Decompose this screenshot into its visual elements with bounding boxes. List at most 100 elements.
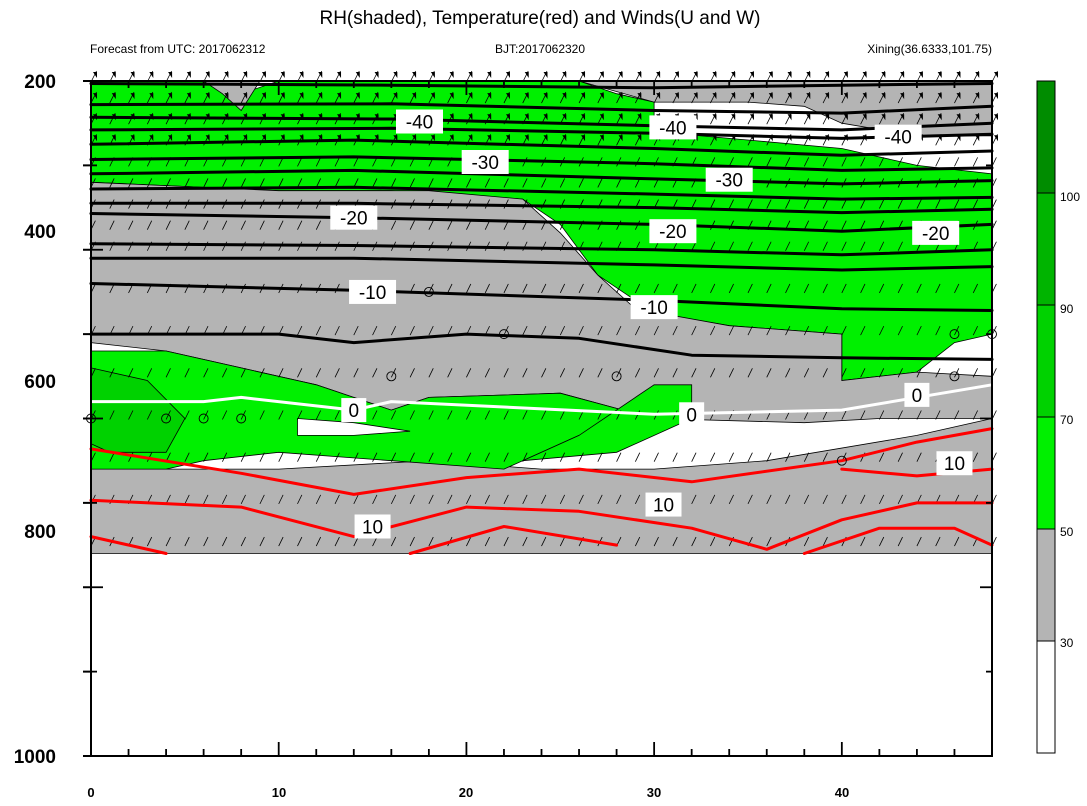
wind-barb [616, 178, 622, 188]
wind-pennant [881, 72, 886, 78]
wind-barb [447, 283, 453, 294]
wind-pennant [149, 93, 154, 100]
wind-pennant [581, 114, 586, 121]
wind-pennant [93, 135, 97, 142]
wind-barb [297, 452, 303, 462]
y-tick-label: 800 [24, 522, 56, 543]
wind-pennant [618, 114, 623, 121]
wind-pennant [918, 114, 923, 121]
wind-barb [897, 368, 903, 378]
wind-barb [860, 241, 866, 251]
wind-barb [484, 368, 490, 378]
wind-barb [972, 410, 978, 420]
wind-barb [897, 199, 903, 209]
wind-pennant [261, 135, 266, 142]
wind-barb [165, 536, 171, 547]
wind-pennant [656, 72, 661, 78]
wind-barb [503, 536, 509, 547]
wind-barb [879, 241, 885, 251]
wind-pennant [487, 114, 492, 121]
wind-barb [259, 536, 265, 547]
wind-pennant [93, 72, 97, 78]
wind-pennant [937, 93, 942, 100]
wind-barb [766, 536, 772, 547]
wind-barb [728, 368, 734, 378]
wind-barb [935, 157, 941, 167]
wind-barb [728, 241, 734, 251]
wind-barb [879, 494, 885, 505]
wind-pennant [712, 114, 717, 121]
wind-pennant [637, 93, 642, 100]
wind-barb [466, 220, 472, 230]
wind-barb [785, 157, 791, 167]
wind-barb [372, 325, 378, 336]
wind-pennant [505, 114, 510, 121]
x-tick-label: 20 [459, 785, 473, 800]
wind-barb [954, 157, 960, 167]
wind-barb [409, 452, 415, 462]
wind-pennant [261, 72, 266, 78]
wind-barb [484, 536, 490, 547]
colorbar-label: 30 [1060, 636, 1074, 650]
wind-pennant [562, 72, 567, 78]
wind-pennant [186, 135, 191, 142]
wind-barb [146, 220, 153, 230]
wind-barb [841, 410, 847, 420]
wind-pennant [111, 72, 116, 78]
wind-barb [691, 494, 697, 505]
wind-barb [503, 283, 509, 294]
wind-barb [334, 494, 340, 505]
wind-barb [803, 494, 810, 505]
wind-pennant [243, 72, 248, 78]
wind-barb [954, 410, 960, 420]
wind-pennant [862, 72, 867, 78]
wind-barb [616, 283, 622, 294]
wind-pennant [224, 135, 229, 142]
wind-barb [972, 283, 978, 294]
wind-barb [672, 452, 678, 462]
wind-barb [710, 325, 716, 336]
wind-barb [353, 536, 359, 547]
wind-barb [691, 536, 697, 547]
wind-pennant [787, 114, 792, 121]
wind-barb [390, 220, 397, 230]
wind-barb [334, 452, 340, 462]
wind-pennant [412, 93, 417, 100]
wind-barb [822, 283, 828, 294]
wind-pennant [843, 114, 848, 121]
wind-barb [597, 178, 603, 188]
wind-barb [146, 410, 153, 420]
colorbar-swatch [1036, 192, 1056, 306]
wind-barb [728, 325, 734, 336]
calm-marker [949, 371, 960, 382]
wind-pennant [712, 135, 717, 142]
wind-pennant [956, 93, 961, 100]
wind-pennant [111, 93, 116, 100]
wind-barb [879, 199, 885, 209]
wind-barb [503, 494, 509, 505]
wind-barb [822, 368, 828, 378]
contour-label-box [630, 295, 678, 320]
wind-barb [165, 220, 171, 230]
wind-barb [822, 220, 828, 230]
wind-barb [109, 178, 115, 188]
wind-barb [691, 283, 697, 294]
wind-barb [935, 410, 941, 420]
wind-barb [710, 283, 716, 294]
wind-barb [409, 368, 415, 378]
wind-barb [184, 410, 190, 420]
contour-label: 10 [944, 454, 965, 475]
wind-barb [954, 325, 960, 336]
wind-pennant [637, 72, 642, 78]
wind-barb [278, 536, 284, 547]
colorbar-label: 50 [1060, 525, 1074, 539]
wind-barb [616, 494, 622, 505]
wind-pennant [299, 93, 304, 100]
wind-pennant [543, 135, 548, 142]
wind-barb [109, 368, 115, 378]
wind-barb [240, 452, 246, 462]
forecast-time-label: Forecast from UTC: 2017062312 [90, 42, 266, 56]
wind-pennant [487, 135, 492, 142]
wind-barb [747, 157, 753, 167]
wind-barb [541, 452, 547, 462]
